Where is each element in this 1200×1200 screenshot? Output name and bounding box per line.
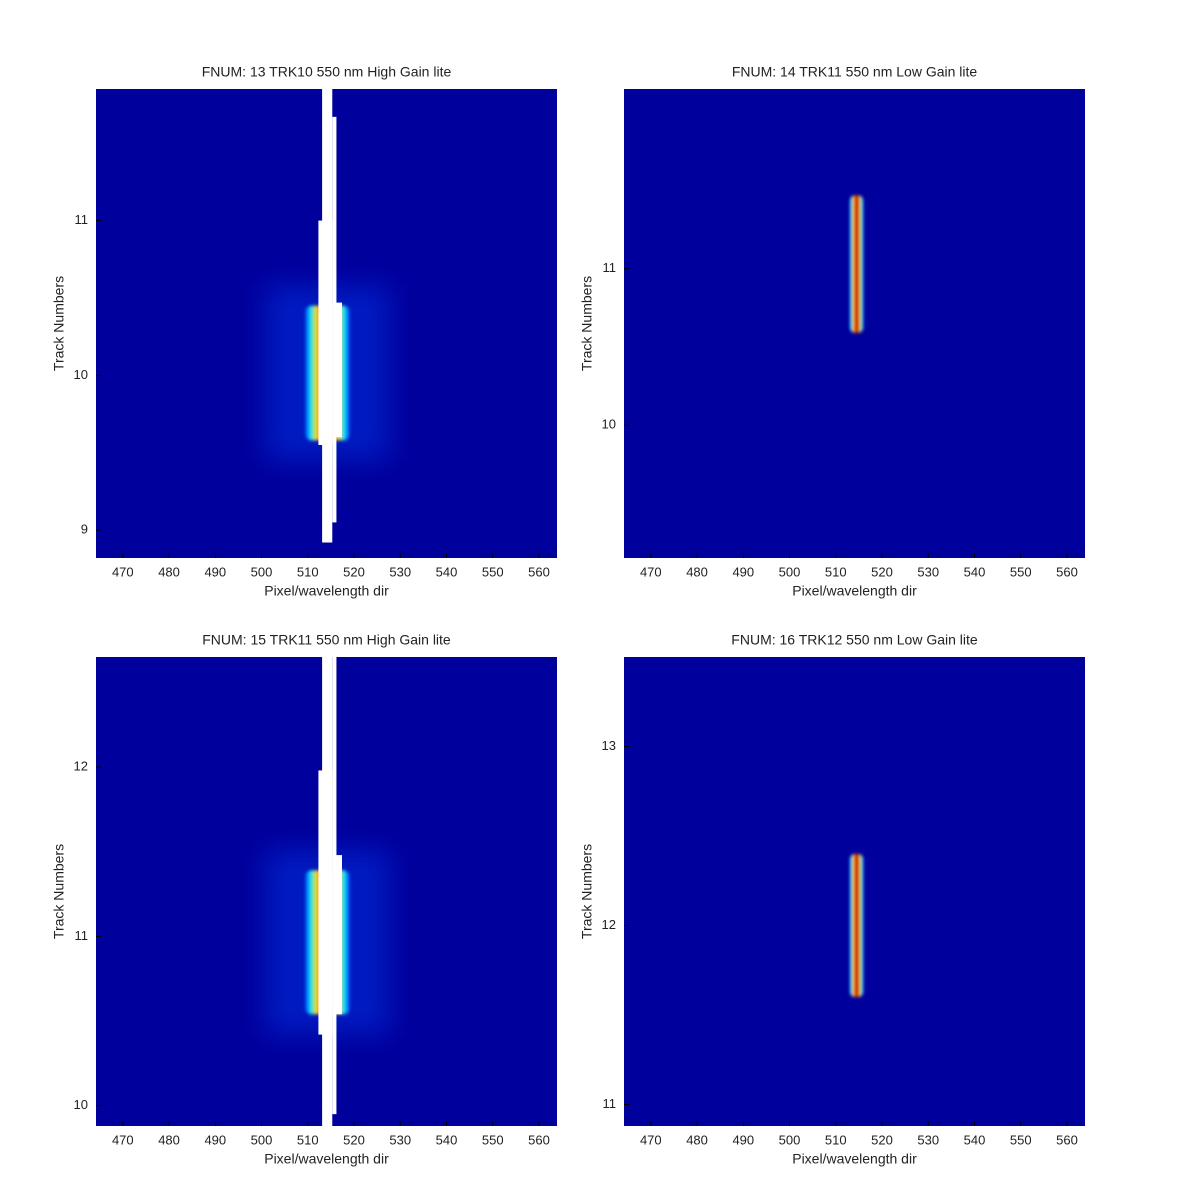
x-tick-label: 500 [251, 1132, 273, 1147]
x-axis-label: Pixel/wavelength dir [264, 1151, 389, 1167]
x-tick-label: 490 [732, 1132, 754, 1147]
y-tick-label: 10 [74, 367, 88, 382]
x-tick-label: 520 [343, 1132, 365, 1147]
x-tick-label: 480 [158, 1132, 180, 1147]
y-tick-label: 12 [74, 758, 88, 773]
x-tick-label: 480 [158, 564, 180, 579]
x-tick-label: 480 [686, 1132, 708, 1147]
x-tick-label: 470 [640, 564, 662, 579]
x-tick-label: 560 [528, 564, 550, 579]
x-tick-label: 550 [1010, 1132, 1032, 1147]
y-tick-label: 11 [603, 260, 617, 275]
x-tick-label: 540 [436, 1132, 458, 1147]
x-axis-label: Pixel/wavelength dir [792, 1151, 917, 1167]
x-axis-label: Pixel/wavelength dir [792, 583, 917, 599]
x-tick-label: 470 [112, 1132, 134, 1147]
x-tick-label: 530 [389, 1132, 411, 1147]
x-tick-label: 540 [964, 564, 986, 579]
y-tick-label: 10 [602, 417, 616, 432]
x-tick-label: 540 [964, 1132, 986, 1147]
y-tick-label: 9 [81, 522, 88, 537]
x-tick-label: 560 [1056, 564, 1078, 579]
x-tick-label: 470 [640, 1132, 662, 1147]
y-axis-label: Track Numbers [51, 276, 67, 371]
saturated-region [318, 220, 333, 446]
y-tick-label: 12 [602, 917, 616, 932]
x-tick-label: 510 [297, 564, 319, 579]
y-axis-label: Track Numbers [579, 844, 595, 939]
y-tick-label: 13 [602, 738, 616, 753]
x-tick-label: 500 [251, 564, 273, 579]
x-tick-label: 530 [917, 1132, 939, 1147]
x-tick-label: 520 [871, 1132, 893, 1147]
x-tick-label: 480 [686, 564, 708, 579]
x-tick-label: 550 [482, 1132, 504, 1147]
chart-title: FNUM: 13 TRK10 550 nm High Gain lite [202, 64, 452, 80]
saturated-region [332, 302, 342, 438]
saturated-region [332, 855, 342, 1015]
x-tick-label: 560 [1056, 1132, 1078, 1147]
y-axis-label: Track Numbers [579, 276, 595, 371]
x-tick-label: 520 [871, 564, 893, 579]
chart-title: FNUM: 14 TRK11 550 nm Low Gain lite [732, 64, 978, 80]
x-tick-label: 550 [1010, 564, 1032, 579]
y-axis-label: Track Numbers [51, 844, 67, 939]
x-tick-label: 530 [389, 564, 411, 579]
x-tick-label: 500 [779, 564, 801, 579]
y-tick-label: 11 [75, 928, 89, 943]
streak [849, 853, 864, 998]
x-axis-label: Pixel/wavelength dir [264, 583, 389, 599]
x-tick-label: 530 [917, 564, 939, 579]
y-tick-label: 10 [74, 1097, 88, 1112]
x-tick-label: 510 [297, 1132, 319, 1147]
saturated-region [318, 770, 333, 1035]
x-tick-label: 490 [204, 1132, 226, 1147]
x-tick-label: 470 [112, 564, 134, 579]
chart-title: FNUM: 15 TRK11 550 nm High Gain lite [202, 632, 451, 648]
x-tick-label: 510 [825, 564, 847, 579]
chart-title: FNUM: 16 TRK12 550 nm Low Gain lite [731, 632, 978, 648]
y-tick-label: 11 [75, 212, 89, 227]
x-tick-label: 490 [204, 564, 226, 579]
x-tick-label: 490 [732, 564, 754, 579]
x-tick-label: 520 [343, 564, 365, 579]
y-tick-label: 11 [603, 1096, 617, 1111]
x-tick-label: 560 [528, 1132, 550, 1147]
streak [849, 195, 864, 333]
x-tick-label: 510 [825, 1132, 847, 1147]
x-tick-label: 540 [436, 564, 458, 579]
x-tick-label: 500 [779, 1132, 801, 1147]
x-tick-label: 550 [482, 564, 504, 579]
